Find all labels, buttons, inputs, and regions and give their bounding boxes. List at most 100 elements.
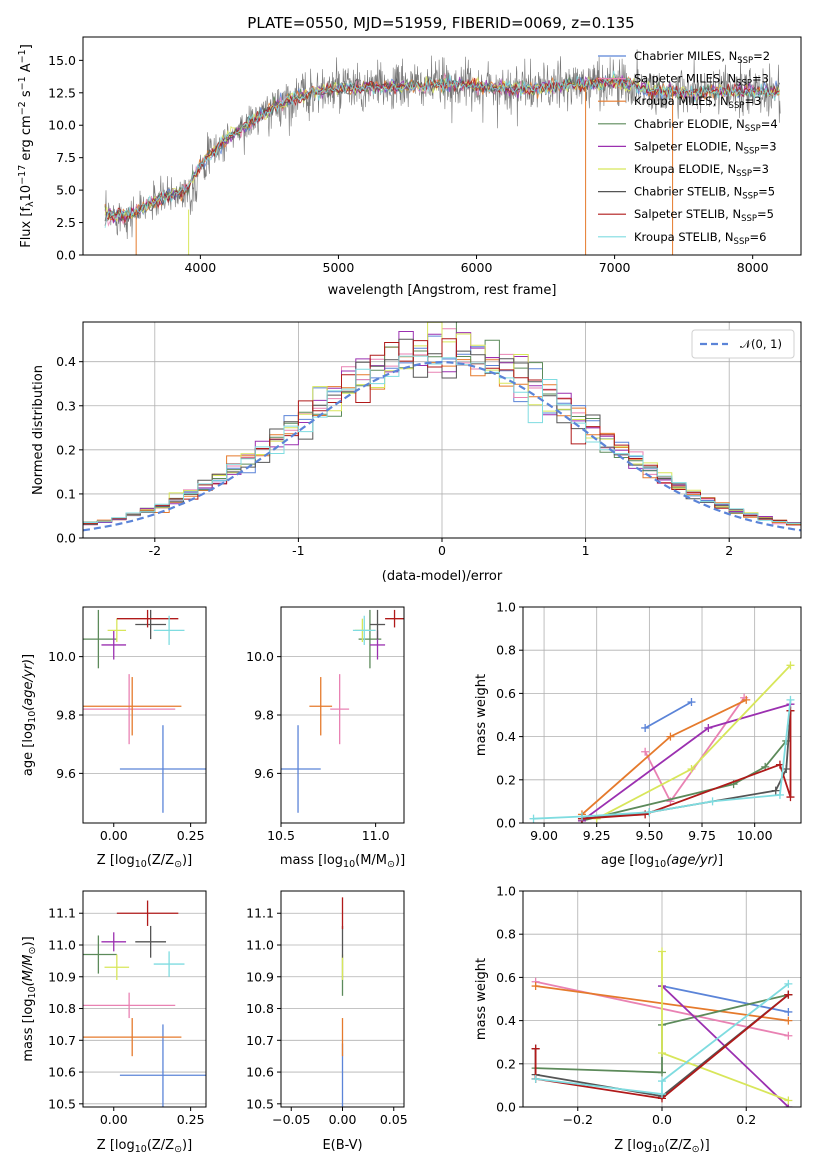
y-tick-label: 0.6 bbox=[496, 686, 516, 701]
x-tick-label: 9.25 bbox=[583, 828, 611, 843]
y-tick-label: 10.0 bbox=[48, 649, 76, 664]
y-tick-label: 10.0 bbox=[48, 118, 76, 133]
y-tick-label: 15.0 bbox=[48, 53, 76, 68]
mass-weight-marker bbox=[704, 723, 713, 732]
label-part: (Z/Z bbox=[664, 1138, 691, 1153]
y-tick-label: 10.0 bbox=[246, 649, 274, 664]
legend-text: Kroupa STELIB, N bbox=[634, 230, 734, 244]
legend-text: =6 bbox=[749, 230, 766, 244]
label-part: (age/yr) bbox=[666, 853, 718, 868]
x-tick-label: 10.5 bbox=[267, 828, 295, 843]
errorbar-point bbox=[101, 630, 127, 660]
errorbar-frame bbox=[280, 890, 405, 1108]
mass-weight-marker bbox=[687, 698, 696, 707]
spectrum-frame bbox=[82, 36, 802, 256]
label-subscript: λ bbox=[25, 201, 36, 207]
label-part: mass [log bbox=[21, 998, 36, 1061]
errorbar-point bbox=[83, 992, 176, 1019]
legend-entry: Kroupa STELIB, NSSP=6 bbox=[634, 230, 766, 247]
label-part: )] bbox=[182, 1138, 192, 1153]
x-tick-label: 9.50 bbox=[635, 828, 663, 843]
errorbar-point bbox=[119, 725, 206, 813]
mass-weight-marker bbox=[531, 1044, 540, 1053]
legend-entry: Chabrier MILES, NSSP=2 bbox=[634, 49, 770, 66]
y-tick-label: 5.0 bbox=[56, 183, 76, 198]
y-tick-label: 10.7 bbox=[48, 1033, 76, 1048]
y-tick-label: 10.7 bbox=[246, 1033, 274, 1048]
mass-weight-marker bbox=[658, 947, 666, 956]
legend-text: =3 bbox=[744, 94, 761, 108]
mass-weight-marker bbox=[784, 979, 793, 988]
x-tick-label: 6000 bbox=[461, 260, 493, 275]
label-part: )] bbox=[21, 936, 36, 946]
label-subscript: 10 bbox=[27, 711, 38, 723]
line-frame bbox=[522, 606, 802, 824]
mass-weight-marker bbox=[658, 1090, 666, 1099]
axes-mass-weight-vs-age: 9.00 9.25 9.50 9.75 10.00 0.0 0.2 0.4 0.6 0.8 1.0 bbox=[496, 600, 801, 843]
errorbar-point bbox=[281, 725, 321, 813]
label-part: (M/M bbox=[355, 853, 387, 868]
y-axis-label: Flux [fλ10−17 erg cm−2 s−1 A−1] bbox=[17, 44, 36, 248]
y-tick-label: 10.9 bbox=[246, 969, 274, 984]
y-tick-label: 11.0 bbox=[48, 938, 76, 953]
mass-weight-marker bbox=[641, 747, 650, 756]
y-tick-label: 0.2 bbox=[496, 772, 516, 787]
legend-text: Salpeter STELIB, N bbox=[634, 207, 741, 221]
mass-weight-marker bbox=[786, 793, 795, 802]
x-axis-label: mass [log10(M/M⊙)] bbox=[280, 853, 405, 870]
errorbar-point bbox=[83, 677, 182, 736]
mass-weight-marker bbox=[577, 812, 586, 821]
legend-text: =3 bbox=[760, 139, 777, 153]
model-spectrum bbox=[104, 70, 780, 228]
label-part: mass [log bbox=[280, 853, 343, 868]
legend-entry: Salpeter STELIB, NSSP=5 bbox=[634, 207, 774, 224]
legend-text: =3 bbox=[752, 162, 769, 176]
label-subscript: ⊙ bbox=[692, 1144, 700, 1155]
histogram-frame bbox=[82, 321, 802, 539]
label-part: s bbox=[19, 90, 34, 101]
label-part: )] bbox=[700, 1138, 710, 1153]
y-tick-label: 9.6 bbox=[56, 766, 76, 781]
axes-spectrum: 4000 5000 6000 7000 8000 0.0 2.5 5.0 7.5 10.0 12.5… bbox=[48, 53, 768, 275]
x-tick-label: -1 bbox=[292, 543, 304, 558]
y-tick-label: 0.4 bbox=[496, 1013, 516, 1028]
label-part: )] bbox=[395, 853, 405, 868]
errorbar-point bbox=[119, 1024, 206, 1107]
y-tick-label: 10.9 bbox=[48, 969, 76, 984]
y-tick-label: 0.0 bbox=[56, 248, 76, 263]
errorbar-point bbox=[116, 900, 179, 926]
legend-entry: Salpeter ELODIE, NSSP=3 bbox=[634, 139, 777, 156]
x-tick-label: 0.0 bbox=[652, 1112, 672, 1127]
y-tick-label: 10.8 bbox=[246, 1001, 274, 1016]
x-tick-label: 5000 bbox=[323, 260, 355, 275]
label-part: (age/yr) bbox=[21, 659, 36, 711]
x-tick-label: 4000 bbox=[184, 260, 216, 275]
label-part: (Z/Z bbox=[147, 1138, 174, 1153]
x-tick-label: 0.00 bbox=[329, 1112, 357, 1127]
legend-entry: Chabrier STELIB, NSSP=5 bbox=[634, 185, 775, 202]
errorbar-frame bbox=[82, 606, 207, 824]
errorbar-frame bbox=[280, 606, 405, 824]
errorbar-frame bbox=[82, 890, 207, 1108]
x-tick-label: 7000 bbox=[599, 260, 631, 275]
legend-text: =4 bbox=[761, 117, 778, 131]
x-tick-label: 0.25 bbox=[177, 1112, 205, 1127]
label-part: erg cm bbox=[19, 115, 34, 164]
x-tick-label: 0.00 bbox=[100, 1112, 128, 1127]
mass-weight-marker bbox=[658, 1049, 666, 1057]
y-tick-label: 0.4 bbox=[56, 354, 76, 369]
mass-weight-line bbox=[581, 710, 792, 820]
errorbar-point bbox=[116, 609, 179, 628]
label-part: ] bbox=[718, 853, 723, 868]
label-part: (Z/Z bbox=[147, 853, 174, 868]
mass-weight-line bbox=[581, 703, 791, 822]
label-part: 10 bbox=[19, 185, 34, 202]
y-tick-label: 0.2 bbox=[496, 1056, 516, 1071]
errorbar-point bbox=[153, 951, 185, 977]
y-tick-label: 2.5 bbox=[56, 215, 76, 230]
y-tick-label: 11.0 bbox=[246, 938, 274, 953]
label-subscript: 10 bbox=[27, 986, 38, 998]
x-tick-label: -2 bbox=[149, 543, 161, 558]
mass-weight-marker bbox=[786, 695, 795, 704]
